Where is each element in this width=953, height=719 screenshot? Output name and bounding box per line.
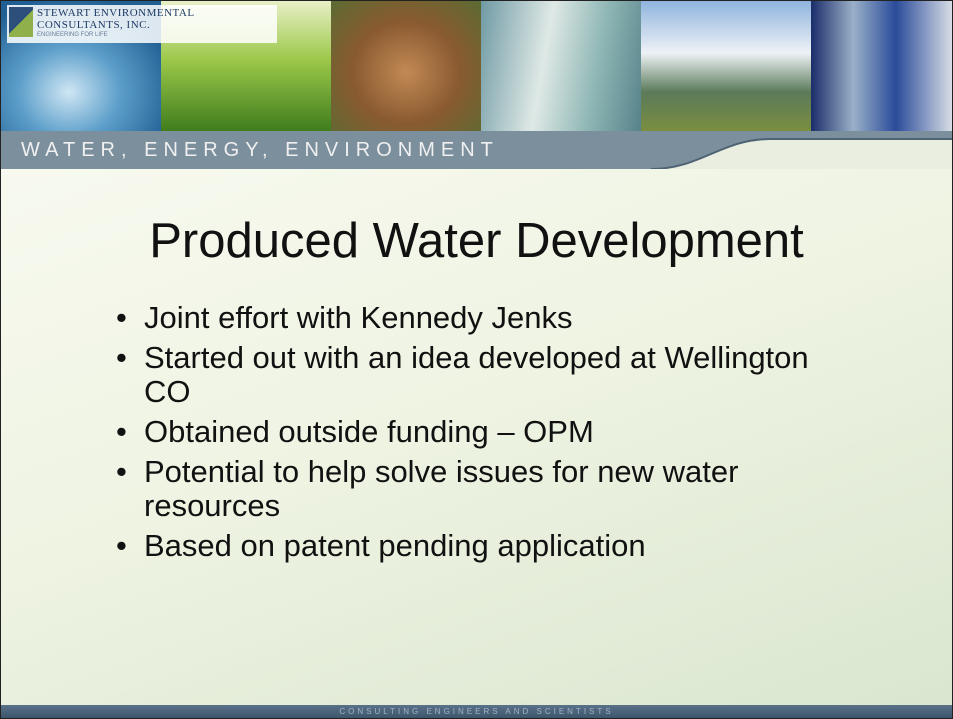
footer: CONSULTING ENGINEERS AND SCIENTISTS — [1, 705, 952, 718]
page: STEWART ENVIRONMENTAL CONSULTANTS, INC. … — [0, 0, 953, 719]
bullet-item: Obtained outside funding – OPM — [113, 415, 814, 449]
tagline: WATER, ENERGY, ENVIRONMENT — [21, 139, 499, 162]
banner: STEWART ENVIRONMENTAL CONSULTANTS, INC. … — [1, 1, 952, 131]
equipment-image — [811, 1, 952, 131]
slide-title: Produced Water Development — [1, 213, 952, 269]
waterfall-image — [481, 1, 641, 131]
bullet-item: Potential to help solve issues for new w… — [113, 455, 814, 523]
cow-image — [331, 1, 481, 131]
logo: STEWART ENVIRONMENTAL CONSULTANTS, INC. … — [7, 5, 277, 43]
bullet-item: Started out with an idea developed at We… — [113, 341, 814, 409]
bullet-item: Based on patent pending application — [113, 529, 814, 563]
bullet-item: Joint effort with Kennedy Jenks — [113, 301, 814, 335]
logo-mark — [9, 7, 33, 37]
mountain-image — [641, 1, 811, 131]
company-motto: ENGINEERING FOR LIFE — [37, 32, 108, 38]
bullet-list: Joint effort with Kennedy Jenks Started o… — [113, 301, 814, 569]
slide: STEWART ENVIRONMENTAL CONSULTANTS, INC. … — [0, 0, 953, 719]
company-name: CONSULTANTS, INC. — [37, 19, 150, 31]
company-name: STEWART ENVIRONMENTAL — [37, 7, 195, 19]
